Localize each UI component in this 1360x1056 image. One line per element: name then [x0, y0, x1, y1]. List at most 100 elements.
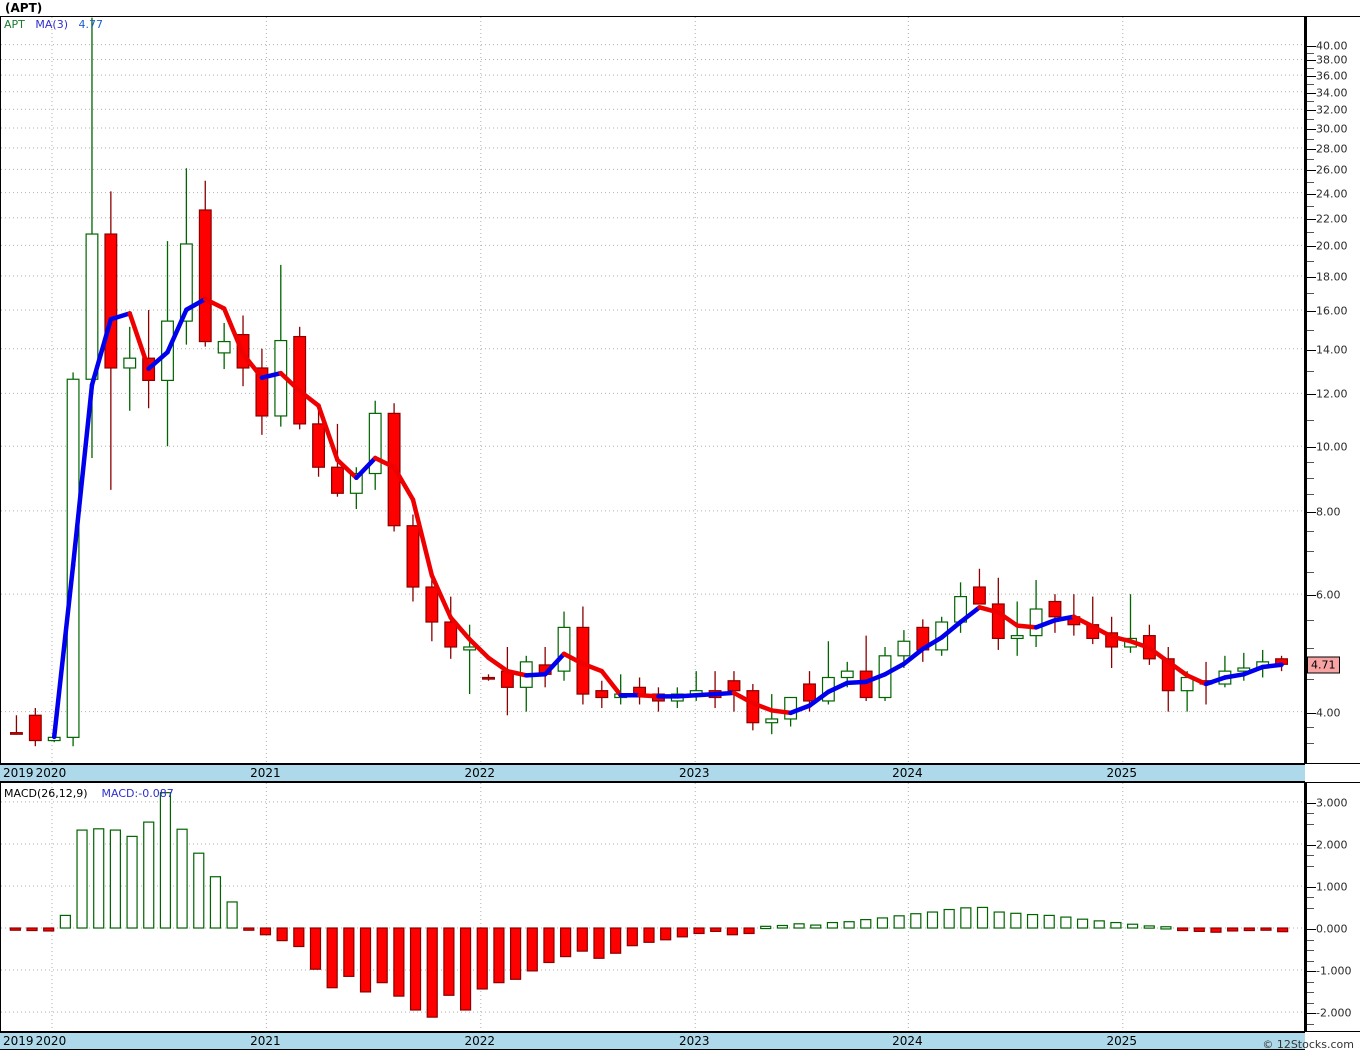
y-tick-minor — [1307, 678, 1314, 680]
macd-y-tick-minor — [1307, 908, 1314, 909]
y-tick — [1307, 595, 1316, 597]
y-tick — [1307, 92, 1316, 94]
y-tick-minor — [1307, 494, 1314, 496]
macd-y-tick-minor — [1307, 950, 1314, 952]
y-tick-minor — [1307, 371, 1314, 373]
x-axis-label: 2024 — [892, 766, 923, 780]
price-y-axis-line — [1305, 17, 1307, 763]
macd-y-axis: 3.000 2.000 1.000 0.000 -1.000 -2.000 — [1305, 782, 1360, 1032]
y-axis-label: 10.00 — [1316, 440, 1348, 454]
macd-y-axis-label: 0.000 — [1316, 922, 1348, 936]
y-tick — [1307, 311, 1316, 313]
macd-y-axis-label: 1.000 — [1316, 880, 1348, 894]
macd-chart-panel[interactable] — [0, 782, 1305, 1032]
y-axis-label: 30.00 — [1316, 122, 1348, 136]
legend-symbol: APT — [4, 18, 25, 31]
y-tick — [1307, 712, 1316, 714]
y-axis-label: 14.00 — [1316, 343, 1348, 357]
macd-y-axis-label: -1.000 — [1316, 964, 1352, 978]
macd-y-axis-label: 3.000 — [1316, 796, 1348, 810]
macd-y-tick-minor — [1307, 1002, 1314, 1004]
macd-y-tick-minor — [1307, 939, 1314, 941]
y-tick-minor — [1307, 477, 1314, 479]
legend-ma-value: 4.77 — [78, 18, 104, 31]
x-axis-label: 2021 — [250, 1034, 281, 1048]
last-price-marker: 4.71 — [1307, 656, 1340, 674]
y-axis-label: 16.00 — [1316, 304, 1348, 318]
price-chart-panel[interactable] — [0, 16, 1305, 764]
macd-y-tick-minor — [1307, 1023, 1314, 1025]
price-y-axis: 40.00 38.00 36.00 34.00 32.00 30.00 28.00 26.00… — [1305, 16, 1360, 764]
x-axis-label: 2020 — [35, 1034, 67, 1048]
x-axis-label: 2023 — [678, 1034, 710, 1048]
y-tick-minor — [1307, 232, 1314, 234]
y-tick-minor — [1307, 68, 1314, 70]
y-axis-label: 24.00 — [1316, 187, 1348, 201]
y-axis-label: 38.00 — [1316, 53, 1348, 67]
macd-y-axis-label: 2.000 — [1316, 838, 1348, 852]
y-axis-label: 4.00 — [1316, 706, 1341, 720]
macd-y-tick-minor — [1307, 897, 1314, 899]
y-tick — [1307, 246, 1316, 248]
legend-macd-value: MACD:-0.087 — [101, 787, 174, 800]
legend-ma-label: MA(3) — [35, 18, 68, 31]
macd-y-tick — [1307, 802, 1316, 804]
y-tick-minor — [1307, 329, 1314, 331]
x-axis-label: 2025 — [1106, 766, 1138, 780]
y-axis-label: 40.00 — [1316, 39, 1348, 53]
chart-title-bar: (APT) — [0, 0, 1360, 16]
price-chart-legend: APT MA(3) 4.77 — [4, 18, 103, 31]
y-tick — [1307, 193, 1316, 195]
macd-plot-svg — [1, 783, 1304, 1031]
y-tick-minor — [1307, 727, 1314, 729]
macd-y-axis-line — [1305, 783, 1307, 1031]
y-axis-label: 22.00 — [1316, 212, 1348, 226]
macd-y-tick-minor — [1307, 865, 1314, 867]
y-tick — [1307, 45, 1316, 47]
y-tick-minor — [1307, 293, 1314, 295]
macd-y-tick-minor — [1307, 855, 1314, 857]
page-title: (APT) — [5, 1, 43, 15]
macd-y-tick-minor — [1307, 823, 1314, 825]
y-tick-minor — [1307, 743, 1314, 745]
y-axis-label: 18.00 — [1316, 270, 1348, 284]
copyright-footer: © 12Stocks.com — [1262, 1038, 1354, 1051]
x-axis-label: 2023 — [678, 766, 710, 780]
y-tick — [1307, 110, 1316, 112]
y-axis-label: 20.00 — [1316, 239, 1348, 253]
y-tick — [1307, 170, 1316, 172]
y-tick — [1307, 394, 1316, 396]
y-tick-minor — [1307, 138, 1314, 140]
y-tick — [1307, 276, 1316, 278]
y-tick — [1307, 218, 1316, 220]
macd-y-tick — [1307, 971, 1316, 973]
x-axis-label: 2025 — [1106, 1034, 1138, 1048]
macd-y-tick-minor — [1307, 813, 1314, 815]
y-tick-minor — [1307, 419, 1314, 421]
price-x-axis-band: 2019 2020 2021 2022 2023 2024 2025 — [0, 764, 1305, 782]
y-tick-minor — [1307, 181, 1314, 183]
y-axis-label: 34.00 — [1316, 86, 1348, 100]
x-axis-label: 2022 — [464, 1034, 496, 1048]
y-tick-minor — [1307, 101, 1314, 103]
x-axis-label: 2019 — [3, 1034, 34, 1048]
x-axis-label: 2022 — [464, 766, 496, 780]
y-tick-minor — [1307, 84, 1314, 86]
y-tick-minor — [1307, 620, 1314, 622]
x-axis-label: 2021 — [250, 766, 281, 780]
price-plot-svg — [1, 17, 1304, 763]
x-axis-label: 2020 — [35, 766, 67, 780]
macd-y-tick — [1307, 886, 1316, 888]
macd-y-tick-minor — [1307, 992, 1314, 994]
y-tick-minor — [1307, 462, 1314, 464]
y-axis-label: 36.00 — [1316, 69, 1348, 83]
y-tick-minor — [1307, 205, 1314, 207]
y-tick-minor — [1307, 571, 1314, 573]
y-axis-label: 8.00 — [1316, 505, 1341, 519]
y-axis-label: 32.00 — [1316, 103, 1348, 117]
x-axis-label: 2024 — [892, 1034, 923, 1048]
macd-y-tick — [1307, 1013, 1316, 1015]
macd-y-tick — [1307, 844, 1316, 846]
y-tick-minor — [1307, 52, 1314, 54]
